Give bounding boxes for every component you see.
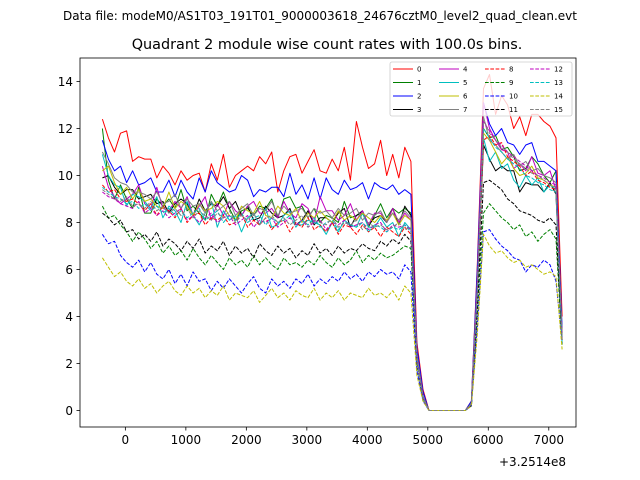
series-line-15: [102, 118, 563, 411]
y-tick-label: 12: [58, 122, 73, 136]
series-line-9: [101, 203, 563, 411]
x-tick-label: 5000: [413, 433, 444, 447]
y-tick-label: 6: [65, 263, 73, 277]
series-line-11: [102, 179, 563, 411]
legend-label-9: 9: [509, 79, 513, 87]
legend-label-7: 7: [463, 106, 467, 114]
y-tick-label: 2: [65, 357, 73, 371]
x-tick-label: 0: [122, 433, 130, 447]
series-line-12: [102, 121, 563, 411]
legend-label-3: 3: [417, 106, 421, 114]
legend-label-5: 5: [463, 79, 467, 87]
x-tick-label: 3000: [292, 433, 323, 447]
legend-label-11: 11: [509, 106, 518, 114]
legend-box: [389, 61, 573, 117]
legend-label-14: 14: [554, 93, 563, 101]
chart-title: Quadrant 2 module wise count rates with …: [132, 37, 523, 53]
legend-label-6: 6: [463, 93, 468, 101]
legend-label-10: 10: [509, 93, 518, 101]
plot-frame: [79, 57, 577, 428]
legend-label-0: 0: [417, 66, 421, 74]
legend-label-1: 1: [417, 79, 421, 87]
legend-label-15: 15: [554, 106, 563, 114]
plot-area: 0 1000 2000 3000 4000 5000 6000 700002468101214…: [58, 57, 577, 447]
x-tick-label: 2000: [231, 433, 262, 447]
y-tick-label: 4: [65, 310, 73, 324]
legend-label-8: 8: [509, 66, 513, 74]
x-offset-label: +3.2514e8: [499, 455, 566, 469]
x-tick-label: 4000: [352, 433, 383, 447]
series-line-10: [101, 229, 563, 411]
legend-label-2: 2: [417, 93, 421, 101]
x-tick-label: 6000: [473, 433, 504, 447]
y-tick-label: 10: [58, 169, 73, 183]
x-tick-label: 1000: [171, 433, 202, 447]
series-group: [101, 74, 563, 411]
y-tick-label: 0: [65, 404, 73, 418]
legend-label-4: 4: [463, 66, 468, 74]
legend-label-12: 12: [554, 66, 563, 74]
x-tick-label: 7000: [534, 433, 565, 447]
series-line-13: [102, 128, 563, 411]
series-line-8: [102, 135, 563, 411]
series-line-14: [101, 233, 563, 411]
y-tick-label: 8: [65, 216, 73, 230]
figure-suptitle: Data file: modeM0/AS1T03_191T01_90000036…: [63, 9, 577, 23]
y-tick-label: 14: [58, 75, 73, 89]
legend-label-13: 13: [554, 79, 563, 87]
